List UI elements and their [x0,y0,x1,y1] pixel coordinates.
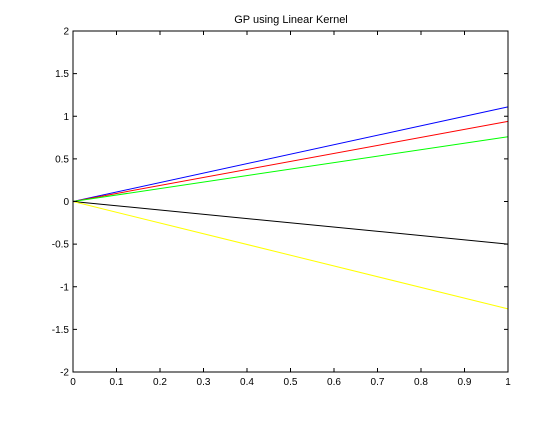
x-tick-label: 0.9 [458,377,472,388]
x-tick-label: 0.3 [197,377,211,388]
y-tick-label: -1 [60,282,69,293]
y-tick-label: 2 [63,27,69,38]
y-tick-label: -0.5 [52,240,70,251]
y-tick-label: -1.5 [52,325,70,336]
x-tick-label: 0.8 [414,377,428,388]
series-line-2 [72,120,509,202]
chart-title: GP using Linear Kernel [234,14,348,26]
y-tick-label: 0 [63,197,69,208]
x-tick-label: 0.4 [240,377,254,388]
y-tick-label: 0.5 [55,154,69,165]
x-tick-label: 0.6 [327,377,341,388]
x-tick-label: 0.2 [153,377,167,388]
y-axis: -2 -1.5 -1 -0.5 0 0.5 1 1.5 2 [52,27,508,379]
series-line-5 [72,201,509,310]
series-line-3 [72,136,509,202]
x-tick-label: 0.1 [110,377,124,388]
x-axis: 0 0.1 0.2 0.3 0.4 0.5 0.6 0.7 0.8 0.9 1 [70,31,511,388]
x-tick-label: 1 [505,377,511,388]
x-tick-label: 0.5 [284,377,298,388]
y-tick-label: 1.5 [55,69,69,80]
series-line-4 [72,201,509,245]
plot-area-frame [72,30,509,373]
y-tick-label: -2 [60,368,69,379]
series-layer [72,106,509,310]
series-line-1 [72,106,509,202]
x-tick-label: 0 [70,377,76,388]
x-tick-label: 0.7 [371,377,385,388]
y-tick-label: 1 [63,112,69,123]
